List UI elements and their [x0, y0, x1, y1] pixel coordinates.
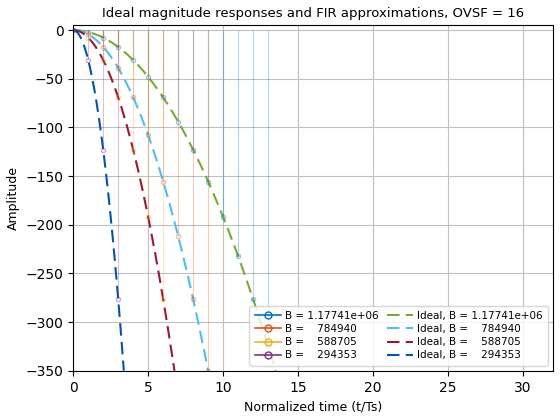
Title: Ideal magnitude responses and FIR approximations, OVSF = 16: Ideal magnitude responses and FIR approx…: [102, 7, 524, 20]
Legend: B = 1.17741e+06, B =    784940, B =    588705, B =    294353, Ideal, B = 1.17741: B = 1.17741e+06, B = 784940, B = 588705,…: [249, 306, 548, 365]
X-axis label: Normalized time (t/Ts): Normalized time (t/Ts): [244, 400, 382, 413]
Y-axis label: Amplitude: Amplitude: [7, 166, 20, 230]
